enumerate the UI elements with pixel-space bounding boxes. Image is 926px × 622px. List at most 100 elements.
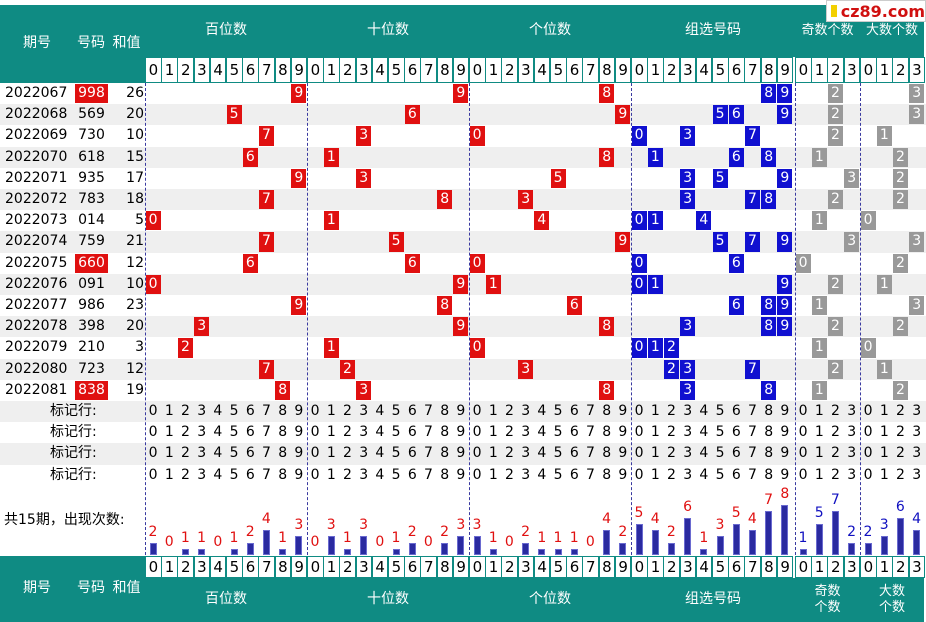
marker-digit[interactable]: 0 [634,403,644,419]
marker-digit[interactable]: 5 [391,466,401,483]
marker-digit[interactable]: 1 [164,466,174,483]
marker-digit[interactable]: 2 [181,403,190,419]
marker-digit[interactable]: 7 [586,445,595,462]
marker-digit[interactable]: 3 [847,424,857,441]
marker-digit[interactable]: 9 [294,424,304,441]
marker-digit[interactable]: 8 [764,445,774,462]
marker-digit[interactable]: 9 [456,424,466,441]
marker-digit[interactable]: 1 [814,403,824,419]
marker-digit[interactable]: 8 [602,403,612,419]
marker-digit[interactable]: 0 [863,445,873,462]
marker-digit[interactable]: 6 [407,445,417,462]
marker-digit[interactable]: 0 [634,466,644,483]
marker-digit[interactable]: 9 [294,445,304,462]
marker-digit[interactable]: 0 [310,403,320,419]
marker-digit[interactable]: 3 [683,424,693,441]
marker-digit[interactable]: 5 [715,403,725,419]
marker-digit[interactable]: 1 [488,424,498,441]
marker-digit[interactable]: 9 [780,424,790,441]
marker-digit[interactable]: 6 [245,403,255,419]
marker-digit[interactable]: 6 [245,466,255,483]
marker-digit[interactable]: 3 [359,445,369,462]
marker-digit[interactable]: 5 [553,424,563,441]
marker-digit[interactable]: 7 [424,445,433,462]
marker-digit[interactable]: 3 [847,403,857,419]
marker-digit[interactable]: 2 [181,466,190,483]
marker-digit[interactable]: 8 [278,403,288,419]
marker-digit[interactable]: 7 [424,466,433,483]
marker-digit[interactable]: 4 [375,424,385,441]
marker-digit[interactable]: 4 [537,403,547,419]
marker-digit[interactable]: 8 [440,466,450,483]
marker-digit[interactable]: 8 [440,403,450,419]
marker-digit[interactable]: 0 [472,403,482,419]
marker-digit[interactable]: 6 [407,466,417,483]
marker-digit[interactable]: 9 [618,403,628,419]
marker-digit[interactable]: 9 [780,403,790,419]
marker-digit[interactable]: 1 [879,424,889,441]
marker-digit[interactable]: 5 [715,466,725,483]
marker-digit[interactable]: 3 [683,466,693,483]
marker-digit[interactable]: 6 [245,424,255,441]
marker-digit[interactable]: 2 [181,445,190,462]
marker-digit[interactable]: 1 [326,403,336,419]
marker-digit[interactable]: 0 [798,466,808,483]
marker-digit[interactable]: 4 [699,424,709,441]
marker-digit[interactable]: 3 [197,403,207,419]
marker-digit[interactable]: 0 [310,445,320,462]
marker-digit[interactable]: 8 [602,466,612,483]
marker-digit[interactable]: 3 [521,403,531,419]
marker-digit[interactable]: 5 [391,445,401,462]
marker-digit[interactable]: 5 [229,424,239,441]
marker-digit[interactable]: 8 [602,424,612,441]
marker-digit[interactable]: 7 [424,424,433,441]
marker-digit[interactable]: 0 [863,424,873,441]
marker-digit[interactable]: 9 [618,445,628,462]
marker-digit[interactable]: 7 [424,403,433,419]
marker-digit[interactable]: 7 [262,466,271,483]
marker-digit[interactable]: 9 [780,466,790,483]
marker-digit[interactable]: 2 [667,466,676,483]
marker-digit[interactable]: 8 [764,424,774,441]
marker-digit[interactable]: 4 [537,424,547,441]
marker-digit[interactable]: 8 [602,445,612,462]
marker-digit[interactable]: 2 [343,466,352,483]
marker-digit[interactable]: 9 [294,466,304,483]
marker-digit[interactable]: 5 [715,445,725,462]
marker-digit[interactable]: 5 [391,424,401,441]
marker-digit[interactable]: 0 [634,445,644,462]
marker-digit[interactable]: 0 [472,445,482,462]
marker-digit[interactable]: 6 [407,403,417,419]
marker-digit[interactable]: 1 [814,424,824,441]
marker-digit[interactable]: 0 [798,445,808,462]
marker-digit[interactable]: 9 [618,424,628,441]
marker-digit[interactable]: 3 [912,466,922,483]
marker-digit[interactable]: 3 [197,445,207,462]
marker-digit[interactable]: 5 [553,403,563,419]
marker-digit[interactable]: 3 [912,445,922,462]
marker-digit[interactable]: 3 [912,424,922,441]
marker-digit[interactable]: 2 [896,424,905,441]
marker-digit[interactable]: 1 [650,403,660,419]
marker-digit[interactable]: 0 [148,403,158,419]
marker-digit[interactable]: 7 [586,424,595,441]
marker-digit[interactable]: 5 [229,466,239,483]
marker-digit[interactable]: 1 [879,466,889,483]
marker-digit[interactable]: 0 [472,466,482,483]
marker-digit[interactable]: 4 [537,445,547,462]
marker-digit[interactable]: 1 [879,445,889,462]
marker-digit[interactable]: 4 [699,403,709,419]
marker-digit[interactable]: 2 [343,424,352,441]
marker-digit[interactable]: 3 [197,466,207,483]
marker-digit[interactable]: 9 [456,403,466,419]
marker-digit[interactable]: 4 [375,403,385,419]
marker-digit[interactable]: 0 [863,403,873,419]
marker-digit[interactable]: 6 [407,424,417,441]
marker-digit[interactable]: 2 [831,445,840,462]
marker-digit[interactable]: 8 [278,466,288,483]
marker-digit[interactable]: 2 [831,466,840,483]
marker-digit[interactable]: 0 [863,466,873,483]
marker-digit[interactable]: 3 [521,466,531,483]
marker-digit[interactable]: 1 [650,466,660,483]
marker-digit[interactable]: 2 [896,445,905,462]
